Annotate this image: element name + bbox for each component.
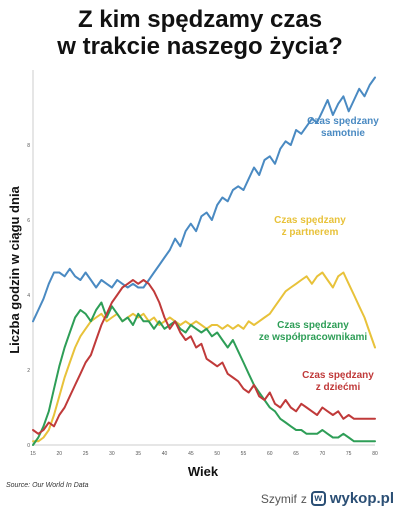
x-tick-label: 60 <box>267 451 273 457</box>
chart-annotations: Czas spędzany samotnie Czas spędzany z part… <box>259 116 379 393</box>
x-tick-label: 80 <box>372 451 378 457</box>
x-tick-label: 25 <box>83 451 89 457</box>
chart-title: Z kim spędzamy czas w trakcie naszego ży… <box>0 6 400 60</box>
x-tick-label: 55 <box>241 451 247 457</box>
y-axis-label: Liczba godzin w ciągu dnia <box>7 185 22 353</box>
watermark-separator: z <box>300 491 307 506</box>
x-tick-label: 40 <box>162 451 168 457</box>
series-line-4 <box>32 279 376 435</box>
watermark-site: wykop.pl <box>329 490 394 507</box>
x-tick-label: 70 <box>320 451 326 457</box>
x-tick-label: 20 <box>57 451 63 457</box>
y-tick-label: 2 <box>27 368 30 374</box>
x-tick-label: 75 <box>346 451 352 457</box>
x-tick-label: 30 <box>109 451 115 457</box>
chart-series <box>32 76 376 446</box>
series-annotation-2: Czas spędzany z partnerem <box>274 215 346 238</box>
x-tick-label: 45 <box>188 451 194 457</box>
series-annotation-1: Czas spędzany samotnie <box>307 116 379 139</box>
watermark: Szymif z w wykop.pl <box>261 490 394 507</box>
y-tick-label: 6 <box>27 218 30 224</box>
chart-axes: 15 20 25 30 35 40 45 50 55 60 65 70 75 80 0 2 4 6 8 <box>27 70 378 457</box>
y-tick-label: 8 <box>27 143 30 149</box>
wykop-logo-icon: w <box>310 491 326 506</box>
y-tick-label: 0 <box>27 443 30 449</box>
series-line-3 <box>32 301 376 446</box>
x-tick-label: 35 <box>135 451 141 457</box>
series-line-1 <box>32 76 376 323</box>
series-annotation-3: Czas spędzany ze współpracownikami <box>259 320 368 343</box>
x-tick-label: 15 <box>30 451 36 457</box>
series-annotation-4: Czas spędzany z dziećmi <box>302 370 374 393</box>
title-line-1: Z kim spędzamy czas <box>77 6 323 33</box>
title-line-2: w trakcie naszego życia? <box>57 33 343 60</box>
x-tick-label: 50 <box>214 451 220 457</box>
y-tick-label: 4 <box>27 293 30 299</box>
watermark-author: Szymif <box>260 491 297 506</box>
series-line-2 <box>32 271 376 443</box>
x-tick-label: 65 <box>293 451 299 457</box>
x-axis-label: Wiek <box>188 464 219 479</box>
source-note: Source: Our World In Data <box>6 482 89 489</box>
